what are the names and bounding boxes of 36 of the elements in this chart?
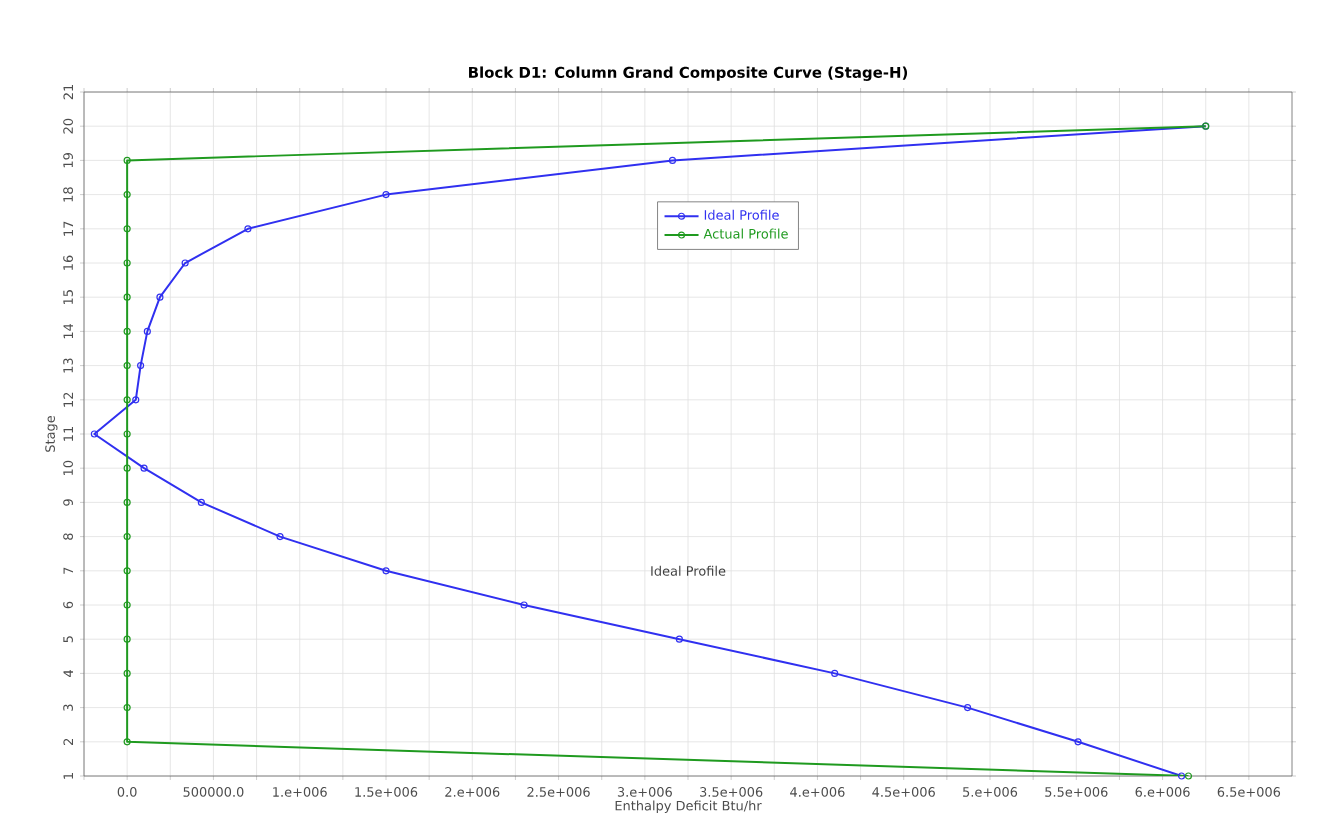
point [244,225,252,233]
point [156,293,164,301]
point [123,430,131,438]
point [181,259,189,267]
point [123,225,131,233]
point [123,293,131,301]
point [123,396,131,404]
point [123,567,131,575]
point [276,533,284,541]
point [123,704,131,712]
point [137,362,145,370]
point [90,430,98,438]
point [668,156,677,164]
point [123,738,131,746]
point [520,601,528,609]
point [123,669,131,677]
point [132,396,140,404]
point [963,704,972,712]
point [140,464,148,472]
point [382,567,390,575]
point [1074,738,1082,746]
point [123,464,131,472]
point [123,533,131,541]
point [675,635,683,643]
point [123,327,131,335]
point [123,259,131,267]
point [382,191,390,199]
point [123,498,131,506]
point [143,327,151,335]
point [123,362,131,370]
point [123,191,131,199]
point [123,156,131,164]
point [831,669,839,677]
point [123,601,131,609]
point [123,635,131,643]
point [197,498,205,506]
